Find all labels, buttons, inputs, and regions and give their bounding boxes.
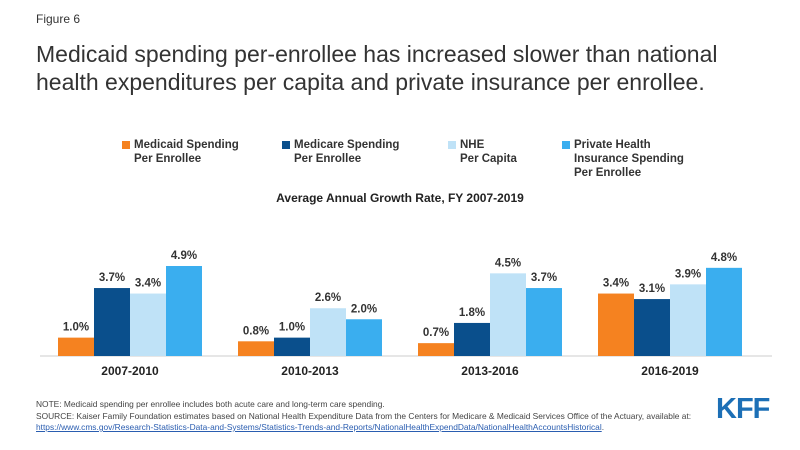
legend-label-line: Medicare Spending — [294, 139, 400, 151]
footnotes: NOTE: Medicaid spending per enrollee inc… — [36, 399, 706, 434]
source-period: . — [601, 422, 605, 432]
kff-logo: KFF — [716, 393, 770, 425]
legend-label-line: Per Enrollee — [574, 167, 642, 179]
source-description: SOURCE: Kaiser Family Foundation estimat… — [36, 410, 692, 421]
legend-label: Medicaid Spending Per Enrollee — [134, 138, 239, 166]
bar-2016-2019-series-4 — [706, 267, 742, 356]
bar-2010-2013-series-1 — [238, 341, 274, 356]
chart-legend: Medicaid Spending Per Enrollee Medicare Sp… — [0, 138, 800, 188]
x-tick-label: 2013-2016 — [461, 364, 519, 378]
data-label: 0.8% — [243, 325, 269, 337]
legend-item-1: Medicaid Spending Per Enrollee — [122, 138, 239, 166]
bar-2016-2019-series-1 — [598, 293, 634, 356]
bar-2013-2016-series-1 — [418, 343, 454, 356]
x-tick-label: 2016-2019 — [641, 364, 699, 378]
bar-2013-2016-series-2 — [454, 322, 490, 356]
legend-label-line: Medicaid Spending — [134, 139, 239, 151]
source-text: SOURCE: Kaiser Family Foundation estimat… — [36, 411, 706, 434]
data-label: 2.6% — [315, 292, 341, 304]
legend-swatch — [282, 141, 290, 149]
legend-swatch — [448, 141, 456, 149]
bar-2013-2016-series-3 — [490, 273, 526, 356]
note-text: NOTE: Medicaid spending per enrollee inc… — [36, 399, 385, 409]
legend-label-line: Per Enrollee — [134, 153, 202, 165]
bar-2007-2010-series-2 — [94, 288, 130, 356]
source-link[interactable]: https://www.cms.gov/Research-Statistics-… — [36, 422, 602, 432]
x-tick-label: 2007-2010 — [101, 364, 159, 378]
chart-title: Medicaid spending per-enrollee has incre… — [36, 41, 718, 95]
data-label: 1.0% — [279, 322, 305, 334]
data-label: 4.9% — [171, 250, 197, 262]
bar-2016-2019-series-2 — [634, 299, 670, 356]
bar-2010-2013-series-3 — [310, 308, 346, 356]
data-label: 1.8% — [459, 307, 485, 319]
data-label: 3.9% — [675, 268, 701, 280]
bar-2016-2019-series-3 — [670, 284, 706, 356]
data-label: 0.7% — [423, 327, 449, 339]
legend-swatch — [122, 141, 130, 149]
chart-subtitle: Average Annual Growth Rate, FY 2007-2019 — [276, 191, 524, 205]
data-label: 3.7% — [531, 272, 557, 284]
data-label: 1.0% — [63, 322, 89, 334]
data-label: 3.7% — [99, 272, 125, 284]
bar-2010-2013-series-2 — [274, 337, 310, 356]
data-label: 2.0% — [351, 303, 377, 315]
data-label: 4.5% — [495, 257, 521, 269]
legend-swatch — [562, 141, 570, 149]
legend-item-3: NHE Per Capita — [448, 138, 517, 166]
legend-item-4: Private Health Insurance Spending Per Enro… — [562, 138, 684, 180]
x-tick-label: 2010-2013 — [281, 364, 339, 378]
bar-2007-2010-series-3 — [130, 293, 166, 356]
figure-label: Figure 6 — [36, 12, 81, 26]
legend-label-line: Per Capita — [460, 153, 517, 165]
legend-label-line: Insurance Spending — [574, 153, 684, 165]
legend-label-line: NHE — [460, 139, 485, 151]
data-label: 4.8% — [711, 252, 737, 264]
bar-2010-2013-series-4 — [346, 319, 382, 356]
legend-label-line: Per Enrollee — [294, 153, 362, 165]
legend-label-line: Private Health — [574, 139, 651, 151]
legend-item-2: Medicare Spending Per Enrollee — [282, 138, 399, 166]
bar-2007-2010-series-4 — [166, 266, 202, 356]
legend-label: Medicare Spending Per Enrollee — [294, 138, 399, 166]
bar-2007-2010-series-1 — [58, 337, 94, 356]
bar-2013-2016-series-4 — [526, 288, 562, 356]
data-label: 3.4% — [135, 278, 161, 290]
legend-label: NHE Per Capita — [460, 138, 517, 166]
legend-label: Private Health Insurance Spending Per Enro… — [574, 138, 684, 180]
data-label: 3.1% — [639, 283, 665, 295]
data-label: 3.4% — [603, 278, 629, 290]
